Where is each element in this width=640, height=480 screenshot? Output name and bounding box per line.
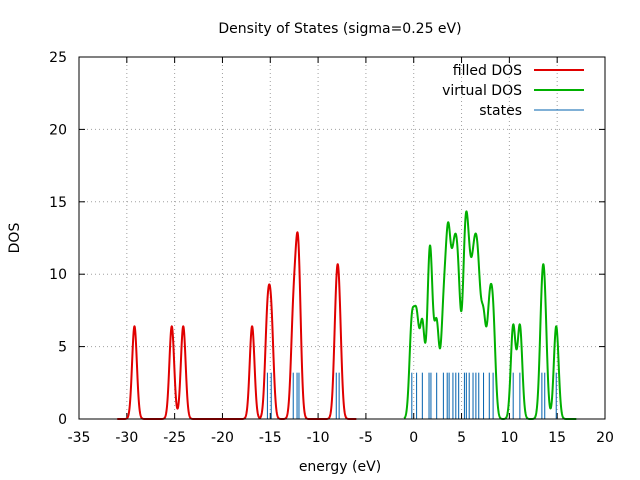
axis-ticks: -35 -30 -25 -20 -15 -10 -5 0 5 10 15 20 0 5 10 15 20 25 <box>49 50 614 446</box>
x-tick-label: 15 <box>548 430 566 446</box>
virtual-dos-line <box>403 210 578 420</box>
x-tick-label: -30 <box>115 430 138 446</box>
x-tick-label: 10 <box>500 430 518 446</box>
y-tick-label: 20 <box>49 122 67 138</box>
x-tick-label: 20 <box>596 430 614 446</box>
plot-frame <box>78 56 606 420</box>
y-tick-label: 15 <box>49 195 67 211</box>
x-tick-label: -20 <box>211 430 234 446</box>
x-axis-label: energy (eV) <box>299 459 381 475</box>
legend: filled DOS virtual DOS states <box>442 63 584 119</box>
filled-dos-line <box>116 231 358 420</box>
chart-title: Density of States (sigma=0.25 eV) <box>218 21 461 37</box>
series-layer <box>116 210 578 420</box>
y-tick-label: 0 <box>58 412 67 428</box>
x-tick-label: -35 <box>68 430 91 446</box>
grid-lines <box>79 57 605 419</box>
x-tick-label: -10 <box>307 430 330 446</box>
legend-virtual-dos-label: virtual DOS <box>442 83 522 99</box>
x-tick-label: -15 <box>259 430 282 446</box>
legend-states-label: states <box>479 103 522 119</box>
legend-filled-dos-label: filled DOS <box>453 63 522 79</box>
x-tick-label: -25 <box>163 430 186 446</box>
y-tick-label: 25 <box>49 50 67 66</box>
x-tick-label: 0 <box>409 430 418 446</box>
x-tick-label: 5 <box>457 430 466 446</box>
y-tick-label: 5 <box>58 340 67 356</box>
y-axis-label: DOS <box>7 223 23 254</box>
y-tick-label: 10 <box>49 267 67 283</box>
x-tick-label: -5 <box>359 430 373 446</box>
